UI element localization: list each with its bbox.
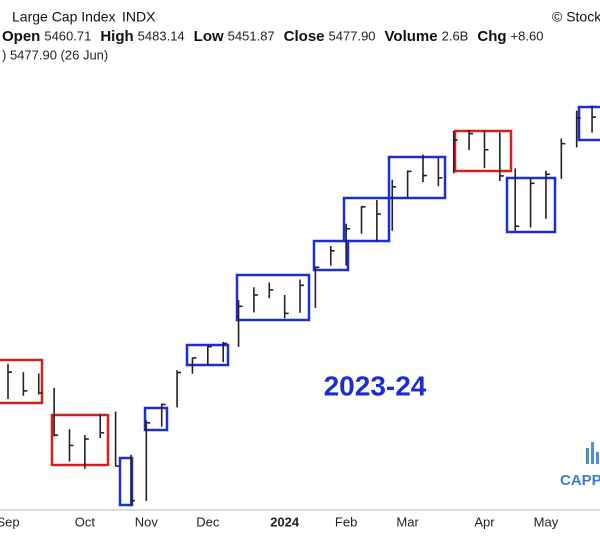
blue-box — [387, 155, 447, 200]
x-tick-label: Apr — [474, 514, 495, 529]
blue-box — [118, 456, 134, 507]
x-tick-label: Sep — [0, 514, 20, 529]
stat-label: Open — [2, 28, 40, 45]
legend-text: ) 5477.90 (26 Jun) — [2, 47, 108, 62]
watermark: 2023-24 — [324, 370, 427, 401]
symbol: INDX — [122, 9, 156, 25]
stat-value: 5460.71 — [44, 28, 91, 43]
blue-box — [342, 196, 391, 243]
price-bars — [7, 105, 597, 505]
source: © Stock — [552, 9, 600, 25]
blue-box — [577, 105, 600, 142]
annotation-boxes — [0, 105, 600, 507]
logo-text: CAPP — [560, 472, 600, 489]
red-box — [0, 358, 44, 405]
x-tick-label: Oct — [75, 514, 96, 529]
stat-value: 5483.14 — [138, 28, 185, 43]
blue-box — [505, 176, 557, 234]
x-tick-label: May — [534, 514, 559, 529]
stat-label: Low — [194, 28, 224, 45]
chart-title: Large Cap Index — [12, 9, 116, 25]
stat-value: 5477.90 — [329, 28, 376, 43]
stat-value: 5451.87 — [228, 28, 275, 43]
x-tick-label: 2024 — [270, 514, 300, 529]
x-tick-label: Mar — [396, 514, 419, 529]
stat-value: 2.6B — [442, 28, 469, 43]
blue-box — [235, 273, 311, 322]
blue-box — [143, 406, 169, 432]
x-tick-label: Nov — [135, 514, 159, 529]
stat-label: High — [100, 28, 133, 45]
x-tick-label: Feb — [335, 514, 357, 529]
logo-icon — [586, 442, 599, 464]
red-box — [453, 129, 513, 173]
blue-box — [312, 239, 350, 272]
red-box — [50, 413, 110, 467]
stat-label: Chg — [477, 28, 506, 45]
stat-label: Volume — [385, 28, 438, 45]
stat-label: Close — [284, 28, 325, 45]
x-tick-label: Dec — [196, 514, 220, 529]
stat-value: +8.60 — [511, 28, 544, 43]
